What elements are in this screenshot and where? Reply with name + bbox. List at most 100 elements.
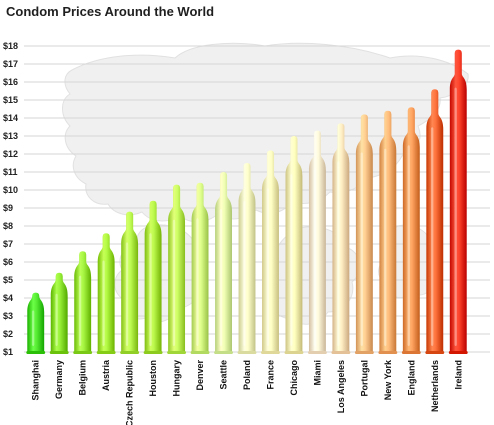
bar xyxy=(49,272,69,354)
bar-shape xyxy=(379,110,397,354)
x-tick-label: Los Angeles xyxy=(336,360,346,413)
x-tick-label: Hungary xyxy=(172,360,182,397)
x-tick-label: Shanghai xyxy=(31,360,41,401)
y-tick-label: $10 xyxy=(3,185,18,195)
bar xyxy=(96,233,116,354)
y-tick-label: $13 xyxy=(3,131,18,141)
bar xyxy=(120,211,140,354)
y-tick-label: $1 xyxy=(3,347,13,357)
bar-highlight xyxy=(125,242,129,346)
y-tick-label: $4 xyxy=(3,293,13,303)
bar-shape xyxy=(191,182,209,354)
bar-shape xyxy=(285,136,303,354)
x-tick-label: New York xyxy=(383,359,393,400)
x-tick-label: Denver xyxy=(195,360,205,391)
bar-rim xyxy=(237,351,257,354)
bar-highlight xyxy=(360,152,363,346)
bar xyxy=(425,89,445,354)
bar-rim xyxy=(307,351,327,354)
bar-highlight xyxy=(102,260,105,346)
y-tick-label: $7 xyxy=(3,239,13,249)
chart-title: Condom Prices Around the World xyxy=(6,4,214,19)
y-tick-label: $2 xyxy=(3,329,13,339)
x-tick-label: Miami xyxy=(312,360,322,386)
bar-highlight xyxy=(196,218,199,346)
bar-rim xyxy=(167,351,187,354)
bar-shape xyxy=(238,163,256,354)
bar-shape xyxy=(74,251,92,354)
bar xyxy=(401,107,421,354)
bar-highlight xyxy=(55,293,58,346)
x-tick-label: Belgium xyxy=(78,360,88,396)
bar-shape xyxy=(50,272,68,354)
bar xyxy=(190,182,210,354)
y-tick-label: $14 xyxy=(3,113,18,123)
y-tick-label: $11 xyxy=(3,167,18,177)
bar-rim xyxy=(73,351,93,354)
bar-shape xyxy=(355,114,373,355)
x-tick-label: Netherlands xyxy=(430,360,440,412)
bar-shape xyxy=(308,130,326,354)
bar-shape xyxy=(27,292,45,354)
bar-highlight xyxy=(31,310,35,346)
bar-highlight xyxy=(313,168,316,346)
bar xyxy=(167,184,187,354)
y-tick-label: $6 xyxy=(3,257,13,267)
x-tick-label: Portugal xyxy=(359,360,369,397)
bar-highlight xyxy=(384,148,387,346)
x-tick-label: Chicago xyxy=(289,360,299,396)
bar xyxy=(143,200,163,354)
bar-rim xyxy=(96,351,116,354)
bar-rim xyxy=(143,351,163,354)
bar xyxy=(378,110,398,354)
bar-shape xyxy=(121,211,139,354)
y-tick-label: $17 xyxy=(3,59,18,69)
bar xyxy=(214,172,233,354)
bars xyxy=(26,49,468,355)
x-tick-label: Poland xyxy=(242,360,252,390)
bar-highlight xyxy=(243,201,246,346)
bar-rim xyxy=(354,351,374,354)
bar-rim xyxy=(26,351,46,354)
x-tick-label: Czech Republic xyxy=(125,360,135,425)
y-tick-label: $18 xyxy=(3,41,18,51)
bar-highlight xyxy=(337,161,340,346)
bar-shape xyxy=(215,172,232,354)
bar-shape xyxy=(449,49,467,354)
bar-highlight xyxy=(78,275,82,346)
bar-rim xyxy=(49,351,69,354)
bar xyxy=(448,49,468,354)
bar-rim xyxy=(284,351,304,354)
bar xyxy=(354,114,374,355)
y-tick-label: $3 xyxy=(3,311,13,321)
y-tick-label: $12 xyxy=(3,149,18,159)
x-tick-label: France xyxy=(265,360,275,390)
bar-highlight xyxy=(266,188,270,346)
x-tick-label: Germany xyxy=(54,360,64,399)
bar-rim xyxy=(214,351,233,354)
bar xyxy=(284,136,304,354)
y-tick-label: $8 xyxy=(3,221,13,231)
x-tick-label: Austria xyxy=(101,359,111,391)
bar-rim xyxy=(190,351,210,354)
y-tick-label: $15 xyxy=(3,95,18,105)
bar-highlight xyxy=(290,174,293,346)
bar-rim xyxy=(401,351,421,354)
x-tick-label: Seattle xyxy=(219,360,229,390)
bar-shape xyxy=(402,107,420,354)
bar-highlight xyxy=(407,145,410,346)
bar-shape xyxy=(426,89,444,354)
bar-highlight xyxy=(219,209,223,346)
bar-rim xyxy=(425,351,445,354)
x-tick-label: England xyxy=(406,360,416,396)
bar-highlight xyxy=(172,219,176,346)
bar-highlight xyxy=(430,127,434,346)
bar xyxy=(26,292,46,354)
bar xyxy=(331,123,351,355)
bar-highlight xyxy=(454,87,457,346)
bar xyxy=(261,150,280,354)
bar-rim xyxy=(331,351,351,354)
bar xyxy=(307,130,327,354)
